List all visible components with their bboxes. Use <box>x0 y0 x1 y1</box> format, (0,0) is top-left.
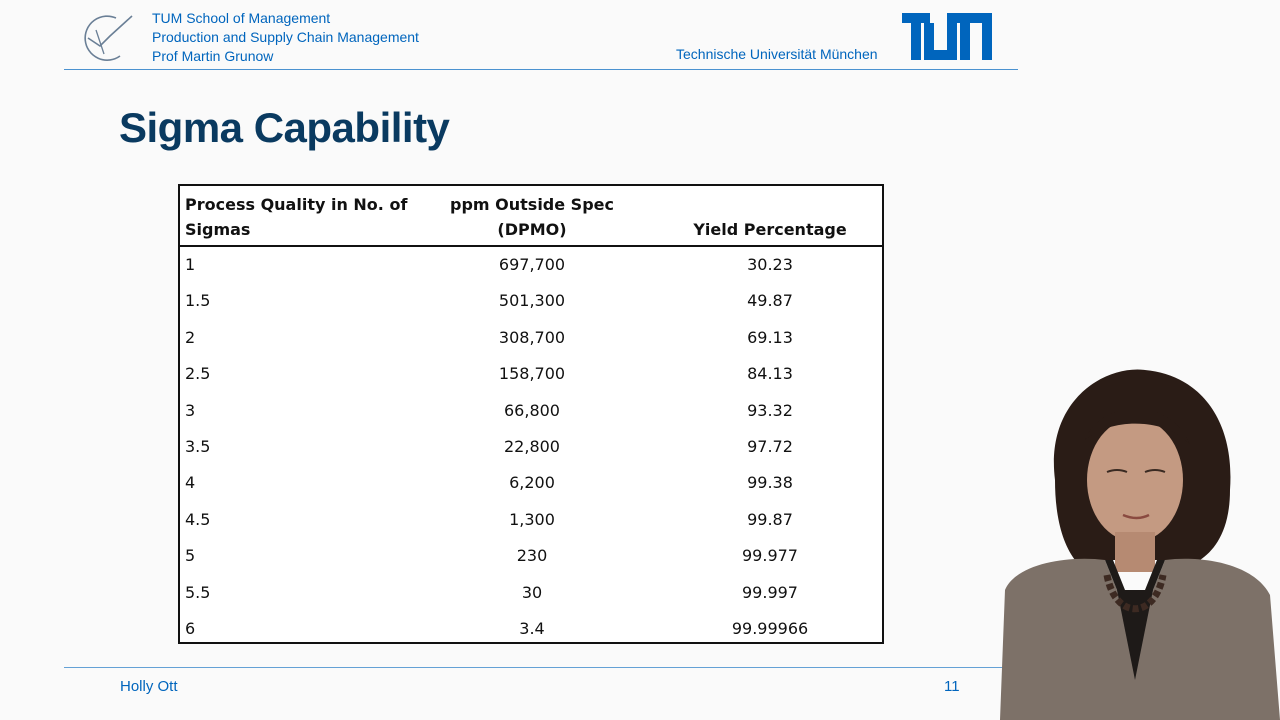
table-row: 1.5 501,300 49.87 <box>180 283 884 319</box>
institution-line: Production and Supply Chain Management <box>152 29 419 45</box>
column-header-yield: Yield Percentage <box>693 220 847 239</box>
sigma-cell: 1.5 <box>185 291 211 311</box>
sigma-cell: 5 <box>185 546 196 566</box>
dpmo-cell: 30 <box>521 582 543 602</box>
dpmo-cell: 308,700 <box>498 327 566 347</box>
table-header: Process Quality in No. of Sigmas ppm Out… <box>180 186 884 247</box>
yield-cell: 49.87 <box>747 291 793 311</box>
table-row: 5.5 30 99.997 <box>180 575 884 611</box>
dpmo-cell: 22,800 <box>504 436 560 456</box>
sigma-cell: 3.5 <box>185 436 211 456</box>
page-number: 11 <box>944 678 960 695</box>
tum-logo-icon <box>902 13 992 60</box>
sigma-cell: 5.5 <box>185 582 211 602</box>
sigma-cell: 2.5 <box>185 364 211 384</box>
table-row: 4.5 1,300 99.87 <box>180 502 884 538</box>
university-name: Technische Universität München <box>676 46 878 62</box>
table-row: 3 66,800 93.32 <box>180 393 884 429</box>
yield-cell: 93.32 <box>747 400 793 420</box>
table-row: 4 6,200 99.38 <box>180 465 884 501</box>
sigma-table: Process Quality in No. of Sigmas ppm Out… <box>178 184 884 644</box>
presenter-name: Holly Ott <box>120 678 178 695</box>
table-row: 2 308,700 69.13 <box>180 320 884 356</box>
sigma-cell: 2 <box>185 327 196 347</box>
dpmo-cell: 66,800 <box>504 400 560 420</box>
dpmo-cell: 158,700 <box>498 364 566 384</box>
yield-cell: 97.72 <box>747 436 793 456</box>
table-row: 6 3.4 99.99966 <box>180 611 884 647</box>
dpmo-cell: 230 <box>516 546 548 566</box>
column-header-sigmas: Process Quality in No. of Sigmas <box>185 195 408 239</box>
dpmo-cell: 3.4 <box>519 618 545 638</box>
yield-cell: 99.977 <box>742 546 798 566</box>
header-divider <box>64 69 1018 70</box>
dpmo-cell: 6,200 <box>509 473 555 493</box>
yield-cell: 99.87 <box>747 509 793 529</box>
footer-divider <box>64 667 1018 668</box>
table-row: 3.5 22,800 97.72 <box>180 429 884 465</box>
institution-line: TUM School of Management <box>152 10 331 26</box>
yield-cell: 99.38 <box>747 473 793 493</box>
sigma-cell: 4.5 <box>185 509 211 529</box>
column-header-dpmo: ppm Outside Spec (DPMO) <box>450 195 614 239</box>
school-logo-icon <box>84 15 133 61</box>
institution-line: Prof Martin Grunow <box>152 48 274 64</box>
yield-cell: 84.13 <box>747 364 793 384</box>
sigma-cell: 4 <box>185 473 196 493</box>
sigma-cell: 6 <box>185 618 196 638</box>
institution-block: TUM School of Management Production and … <box>152 9 419 66</box>
table-row: 2.5 158,700 84.13 <box>180 356 884 392</box>
presenter-video-icon <box>1000 369 1280 720</box>
yield-cell: 30.23 <box>747 255 793 274</box>
table-row: 5 230 99.977 <box>180 538 884 574</box>
sigma-cell: 1 <box>185 255 196 274</box>
table-row: 1 697,700 30.23 <box>180 247 884 283</box>
dpmo-cell: 697,700 <box>498 255 566 274</box>
sigma-cell: 3 <box>185 400 196 420</box>
dpmo-cell: 501,300 <box>498 291 566 311</box>
slide-title: Sigma Capability <box>119 104 450 151</box>
dpmo-cell: 1,300 <box>509 509 555 529</box>
yield-cell: 99.99966 <box>731 618 809 638</box>
yield-cell: 69.13 <box>747 327 793 347</box>
yield-cell: 99.997 <box>742 582 798 602</box>
table-body: 1 697,700 30.23 1.5 501,300 49.87 2 308,… <box>180 247 884 647</box>
